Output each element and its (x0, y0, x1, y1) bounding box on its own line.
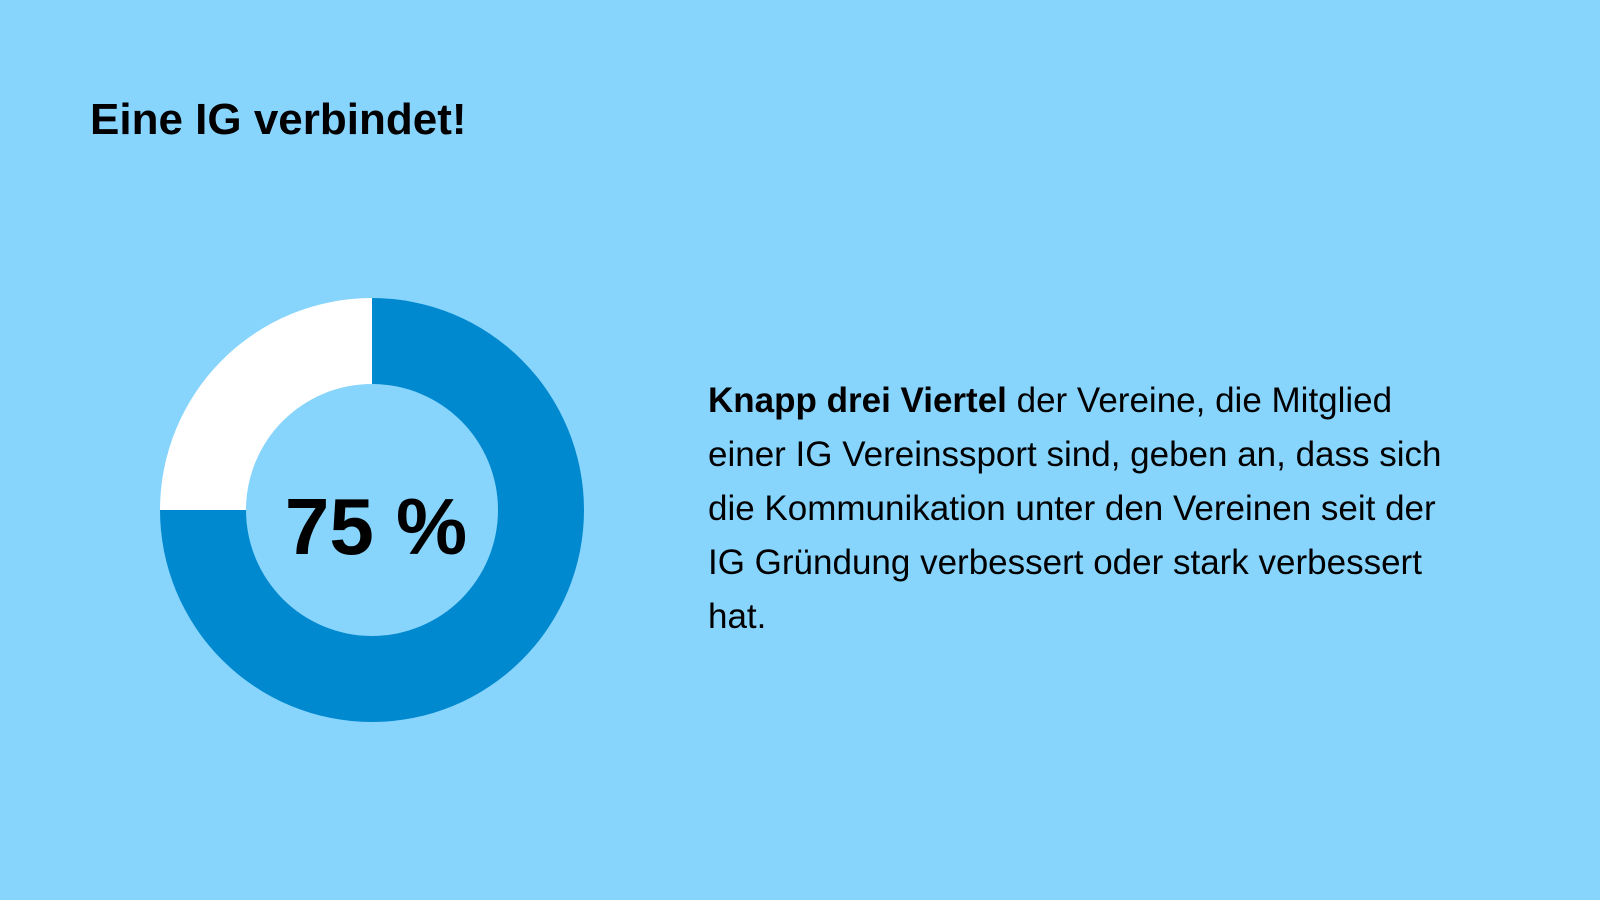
donut-slice-1 (160, 298, 372, 510)
page-title: Eine IG verbindet! (90, 95, 467, 144)
description-lead: Knapp drei Viertel (708, 381, 1007, 420)
donut-slices (160, 298, 584, 722)
donut-slice-0 (160, 298, 584, 722)
donut-chart: 75 % (160, 298, 584, 722)
description-text: Knapp drei Viertel der Vereine, die Mitg… (708, 374, 1468, 644)
donut-center-label: 75 % (285, 482, 467, 571)
description-body: der Vereine, die Mitglied einer IG Verei… (708, 381, 1442, 636)
